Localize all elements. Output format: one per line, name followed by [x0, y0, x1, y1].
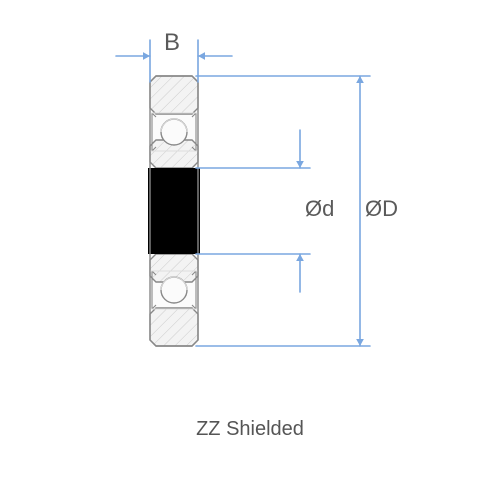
- svg-text:ØD: ØD: [365, 196, 398, 221]
- diagram-stage: B Ød ØD ZZ Shielded: [0, 0, 500, 500]
- svg-text:B: B: [164, 29, 180, 56]
- svg-text:Ød: Ød: [305, 196, 334, 221]
- diagram-caption: ZZ Shielded: [0, 418, 500, 441]
